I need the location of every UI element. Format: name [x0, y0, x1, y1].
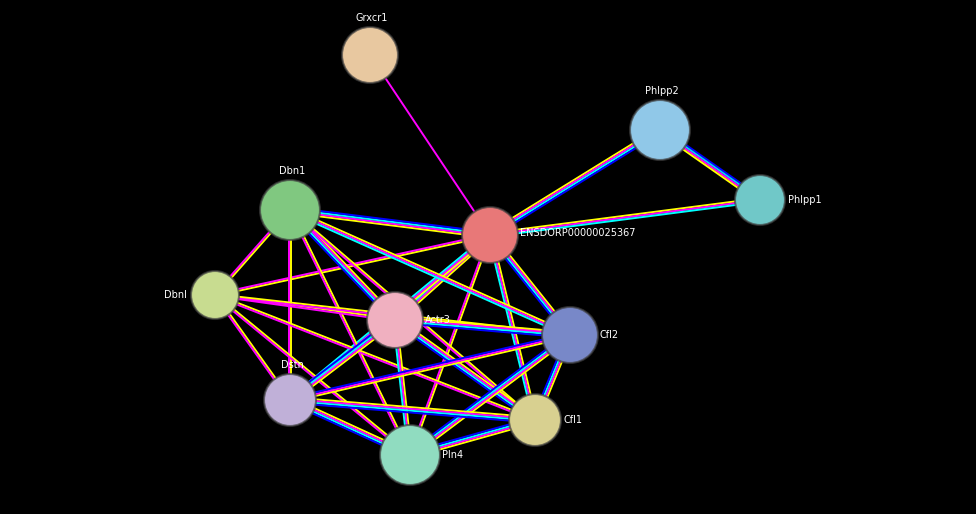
- Circle shape: [509, 394, 561, 446]
- Circle shape: [380, 425, 440, 485]
- Text: Dbn1: Dbn1: [279, 166, 305, 176]
- Text: Actr3: Actr3: [425, 315, 451, 325]
- Circle shape: [342, 27, 398, 83]
- Text: ENSDORP00000025367: ENSDORP00000025367: [520, 228, 635, 238]
- Circle shape: [367, 292, 423, 348]
- Text: Grxcr1: Grxcr1: [356, 13, 388, 23]
- Circle shape: [462, 207, 518, 263]
- Text: Cfl2: Cfl2: [600, 330, 619, 340]
- Circle shape: [260, 180, 320, 240]
- Text: Pln4: Pln4: [442, 450, 464, 460]
- Text: Dstn: Dstn: [280, 360, 304, 370]
- Circle shape: [630, 100, 690, 160]
- Circle shape: [191, 271, 239, 319]
- Circle shape: [735, 175, 785, 225]
- Text: Phlpp1: Phlpp1: [788, 195, 822, 205]
- Text: Phlpp2: Phlpp2: [645, 86, 679, 96]
- Circle shape: [542, 307, 598, 363]
- Circle shape: [264, 374, 316, 426]
- Text: Cfl1: Cfl1: [563, 415, 582, 425]
- Text: Dbnl: Dbnl: [164, 290, 187, 300]
